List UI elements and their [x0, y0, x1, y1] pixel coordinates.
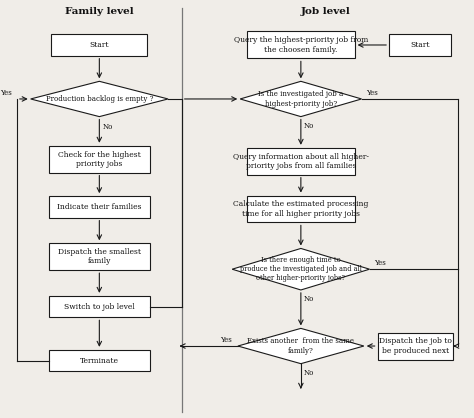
- Text: Yes: Yes: [220, 336, 232, 344]
- Text: No: No: [304, 295, 314, 303]
- Text: Start: Start: [410, 41, 430, 49]
- Polygon shape: [240, 82, 362, 117]
- Text: Production backlog is empty ?: Production backlog is empty ?: [46, 95, 153, 103]
- Text: Dispatch the smallest
family: Dispatch the smallest family: [58, 248, 141, 265]
- FancyBboxPatch shape: [49, 196, 150, 218]
- Text: No: No: [304, 369, 314, 377]
- Text: Start: Start: [90, 41, 109, 49]
- Text: Switch to job level: Switch to job level: [64, 303, 135, 311]
- FancyBboxPatch shape: [51, 34, 147, 56]
- Text: Check for the highest
priority jobs: Check for the highest priority jobs: [58, 150, 141, 168]
- Text: Is there enough time to
produce the investigated job and all
other higher-priori: Is there enough time to produce the inve…: [240, 256, 362, 283]
- Text: No: No: [102, 123, 113, 131]
- FancyBboxPatch shape: [49, 243, 150, 270]
- FancyBboxPatch shape: [389, 34, 451, 56]
- Text: Yes: Yes: [366, 89, 377, 97]
- Text: Dispatch the job to
be produced next: Dispatch the job to be produced next: [379, 337, 452, 354]
- FancyBboxPatch shape: [247, 196, 355, 222]
- Text: Query the highest-priority job from
the choosen family.: Query the highest-priority job from the …: [234, 36, 368, 54]
- FancyBboxPatch shape: [378, 333, 453, 359]
- FancyBboxPatch shape: [49, 146, 150, 173]
- FancyBboxPatch shape: [49, 350, 150, 371]
- Polygon shape: [238, 329, 364, 364]
- FancyBboxPatch shape: [49, 296, 150, 317]
- Text: Yes: Yes: [0, 89, 11, 97]
- Text: Query information about all higher-
priority jobs from all families: Query information about all higher- prio…: [233, 153, 369, 170]
- Text: Yes: Yes: [374, 259, 385, 267]
- Polygon shape: [232, 248, 370, 290]
- Text: Family level: Family level: [65, 7, 134, 16]
- Text: Calculate the estimated processing
time for all higher priority jobs: Calculate the estimated processing time …: [233, 200, 369, 218]
- Text: Indicate their families: Indicate their families: [57, 203, 142, 211]
- Text: Job level: Job level: [301, 7, 351, 16]
- FancyBboxPatch shape: [247, 31, 355, 59]
- Polygon shape: [31, 82, 168, 117]
- Text: Exists another  from the same
family?: Exists another from the same family?: [247, 337, 355, 354]
- FancyBboxPatch shape: [247, 148, 355, 175]
- Text: Is the investigated job a
highest-priority job?: Is the investigated job a highest-priori…: [258, 90, 344, 107]
- Text: No: No: [304, 122, 314, 130]
- Text: Terminate: Terminate: [80, 357, 119, 364]
